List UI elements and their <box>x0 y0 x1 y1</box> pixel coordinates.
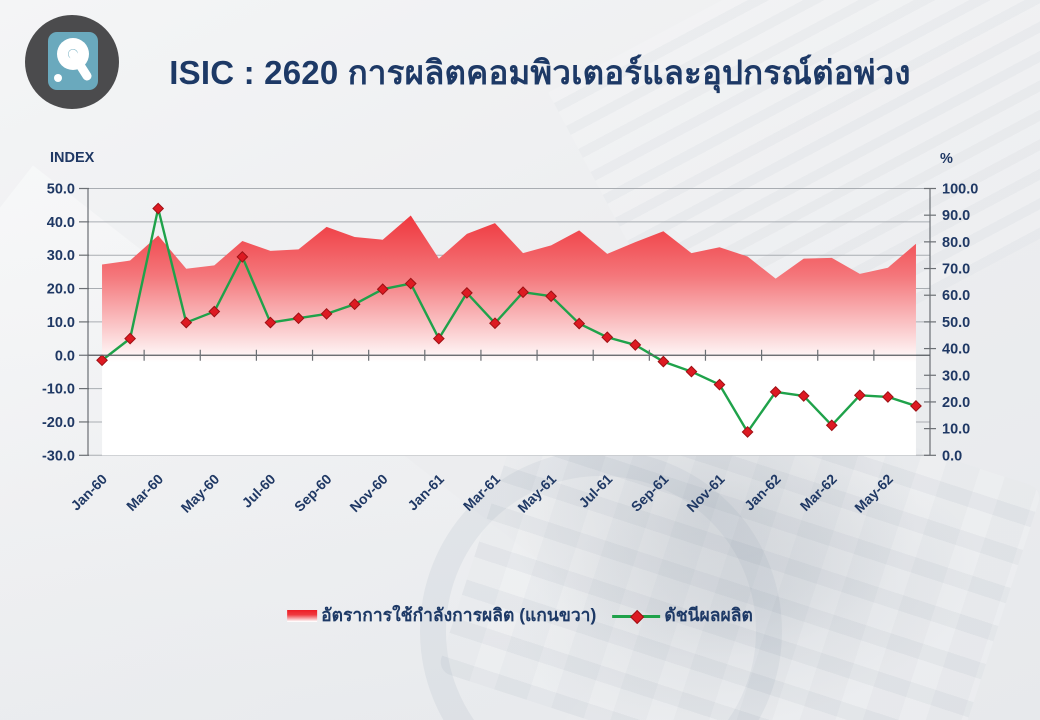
x-axis-label: Mar-62 <box>797 471 840 514</box>
left-axis-tick-label: -20.0 <box>42 415 75 431</box>
left-axis-tick-label: 50.0 <box>47 182 75 198</box>
data-point-marker <box>320 307 333 320</box>
data-point-marker <box>797 390 810 402</box>
data-point-marker <box>517 286 529 299</box>
data-point-marker <box>601 331 614 344</box>
data-point-marker <box>460 286 473 299</box>
legend-swatch-area-series <box>287 610 318 622</box>
legend-label: ดัชนีผลผลิต <box>664 605 753 625</box>
data-point-marker <box>348 298 361 311</box>
right-axis-tick-label: 60.0 <box>942 288 970 304</box>
data-point-marker <box>881 391 894 403</box>
legend-item-capacity: อัตราการใช้กำลังการผลิต (แกนขวา) <box>287 601 596 629</box>
data-point-marker <box>489 317 501 330</box>
left-axis-tick-label: -10.0 <box>42 382 75 398</box>
right-axis-unit-label: % <box>940 151 953 167</box>
area-series-capacity-utilization <box>102 215 916 456</box>
data-point-marker <box>292 312 305 325</box>
right-axis-tick-label: 80.0 <box>942 235 970 251</box>
data-point-marker <box>236 250 249 263</box>
data-point-marker <box>264 316 277 329</box>
right-axis-tick-label: 10.0 <box>942 422 970 438</box>
x-axis-label: Sep-60 <box>291 471 335 515</box>
page-title: ISIC : 2620 การผลิตคอมพิวเตอร์และอุปกรณ์… <box>169 54 911 91</box>
x-axis-label: Sep-61 <box>628 471 672 515</box>
data-point-marker <box>853 389 866 402</box>
right-axis-tick-label: 40.0 <box>942 342 970 358</box>
data-point-marker <box>432 332 445 345</box>
x-axis-label: Nov-60 <box>346 471 390 515</box>
data-point-marker <box>629 339 642 351</box>
x-axis-label: Jan-62 <box>741 471 784 514</box>
left-axis-tick-label: -30.0 <box>42 448 75 464</box>
x-axis-label: Jan-60 <box>67 471 110 514</box>
right-axis-tick-label: 90.0 <box>942 208 970 224</box>
x-axis-label: Jan-61 <box>404 471 447 514</box>
data-point-marker <box>741 426 754 438</box>
right-axis-tick-label: 100.0 <box>942 182 978 198</box>
legend-swatch-line-series <box>612 609 661 625</box>
x-axis-label: Mar-60 <box>123 471 166 514</box>
left-axis-tick-label: 40.0 <box>47 215 75 231</box>
right-axis-tick-label: 30.0 <box>942 368 970 384</box>
x-axis-label: May-60 <box>178 471 223 516</box>
disk-arm <box>68 49 92 81</box>
data-point-marker <box>657 355 670 368</box>
data-point-marker <box>545 290 558 303</box>
right-axis-tick-label: 20.0 <box>942 395 970 411</box>
right-axis-tick-label: 0.0 <box>942 448 962 464</box>
left-axis-tick-label: 20.0 <box>47 282 75 298</box>
legend-diamond-marker <box>630 609 645 625</box>
data-point-marker <box>685 365 698 378</box>
left-axis-unit-label: INDEX <box>50 150 95 166</box>
x-axis-label: Nov-61 <box>683 471 727 515</box>
left-axis-tick-label: 0.0 <box>55 348 75 364</box>
data-point-marker <box>180 316 193 329</box>
legend-label: อัตราการใช้กำลังการผลิต (แกนขวา) <box>321 605 597 625</box>
data-point-marker <box>769 386 782 398</box>
chart-legend: อัตราการใช้กำลังการผลิต (แกนขวา) ดัชนีผล… <box>287 601 753 629</box>
legend-item-production-index: ดัชนีผลผลิต <box>612 601 753 629</box>
data-point-marker <box>124 332 137 345</box>
right-axis-tick-label: 50.0 <box>942 315 970 331</box>
data-point-marker <box>376 283 389 296</box>
data-point-marker <box>573 317 586 330</box>
data-point-marker <box>96 354 108 367</box>
x-axis-label: May-61 <box>514 471 559 516</box>
left-axis-tick-label: 30.0 <box>47 248 75 264</box>
x-axis-label: May-62 <box>851 471 896 516</box>
data-point-marker <box>910 400 922 412</box>
left-axis-tick-label: 10.0 <box>47 315 75 331</box>
app-logo <box>25 15 119 109</box>
data-point-marker <box>825 419 838 432</box>
data-point-marker <box>713 378 726 391</box>
disk-dot <box>54 74 62 82</box>
data-point-marker <box>404 277 417 290</box>
x-axis-label: Jul-61 <box>575 471 615 511</box>
x-axis-label: Jul-60 <box>239 471 279 511</box>
data-point-marker <box>152 202 165 215</box>
right-axis-tick-label: 70.0 <box>942 262 970 278</box>
data-point-marker <box>208 305 221 318</box>
x-axis-label: Mar-61 <box>460 471 503 514</box>
